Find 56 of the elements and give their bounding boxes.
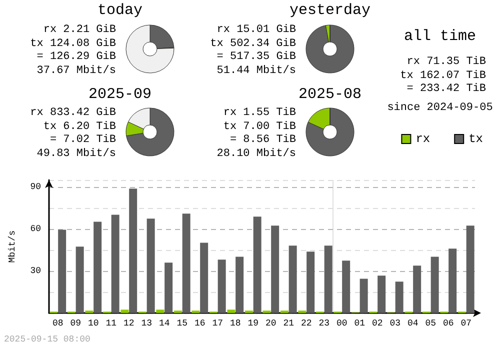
- text: 49.83 Mbit/s: [36, 148, 116, 160]
- text: = 8.56 TiB: [230, 134, 296, 146]
- text: rx 833.42 GiB: [30, 107, 116, 119]
- text: 2025-09-15 08:00: [4, 334, 90, 344]
- x-tick-label: 15: [176, 318, 188, 328]
- x-tick-label: 03: [390, 318, 401, 328]
- x-tick-label: 08: [52, 318, 64, 328]
- x-tick-label: 13: [141, 318, 152, 328]
- text: rx 2.21 GiB: [43, 24, 116, 36]
- x-tick-label: 00: [336, 318, 348, 328]
- x-tick-label: 23: [318, 318, 330, 328]
- text: tx 6.20 TiB: [43, 120, 116, 132]
- x-tick-label: 21: [283, 318, 294, 328]
- x-tick-label: 20: [265, 318, 276, 328]
- x-tick-label: 17: [212, 318, 224, 328]
- text: tx 162.07 TiB: [400, 70, 486, 82]
- x-tick-label: 12: [123, 318, 134, 328]
- chart-title: yesterday: [288, 2, 372, 19]
- text: 37.67 Mbit/s: [36, 64, 116, 76]
- text: rx 71.35 TiB: [406, 56, 486, 68]
- text: all time: [402, 28, 477, 45]
- x-tick-label: 06: [442, 318, 454, 328]
- x-tick-label: 14: [158, 318, 170, 328]
- text: = 126.29 GiB: [36, 51, 116, 63]
- text: 28.10 Mbit/s: [216, 148, 296, 160]
- text: tx 502.34 GiB: [210, 38, 296, 50]
- legend-label: rx: [416, 132, 430, 146]
- x-tick-label: 19: [248, 318, 259, 328]
- x-tick-label: 18: [230, 318, 241, 328]
- x-tick-label: 04: [407, 318, 418, 328]
- y-tick-label: 30: [30, 266, 41, 276]
- legend-label: tx: [468, 132, 484, 146]
- x-tick-label: 09: [70, 318, 82, 328]
- text: since 2024-09-05: [386, 102, 494, 116]
- y-axis-title: Mbit/s: [8, 230, 18, 263]
- text: rx 1.55 TiB: [223, 107, 296, 119]
- x-tick-label: 11: [106, 318, 117, 328]
- chart-title: today: [96, 2, 144, 19]
- text: tx 7.00 TiB: [223, 120, 296, 132]
- y-tick-label: 90: [30, 182, 41, 192]
- x-tick-label: 07: [460, 318, 472, 328]
- text: rx 15.01 GiB: [216, 24, 296, 36]
- text: tx 124.08 GiB: [30, 38, 116, 50]
- text: = 7.02 TiB: [50, 134, 116, 146]
- chart-title: 2025-09: [87, 86, 152, 103]
- x-tick-label: 05: [425, 318, 436, 328]
- x-tick-label: 01: [354, 318, 366, 328]
- text: = 233.42 TiB: [406, 83, 486, 95]
- x-tick-label: 16: [194, 318, 206, 328]
- x-tick-label: 10: [88, 318, 99, 328]
- x-tick-label: 22: [300, 318, 312, 328]
- text: = 517.35 GiB: [216, 51, 296, 63]
- x-tick-label: 02: [372, 318, 383, 328]
- text: 51.44 Mbit/s: [216, 64, 296, 76]
- y-tick-label: 60: [30, 224, 41, 234]
- chart-title: 2025-08: [297, 86, 362, 103]
